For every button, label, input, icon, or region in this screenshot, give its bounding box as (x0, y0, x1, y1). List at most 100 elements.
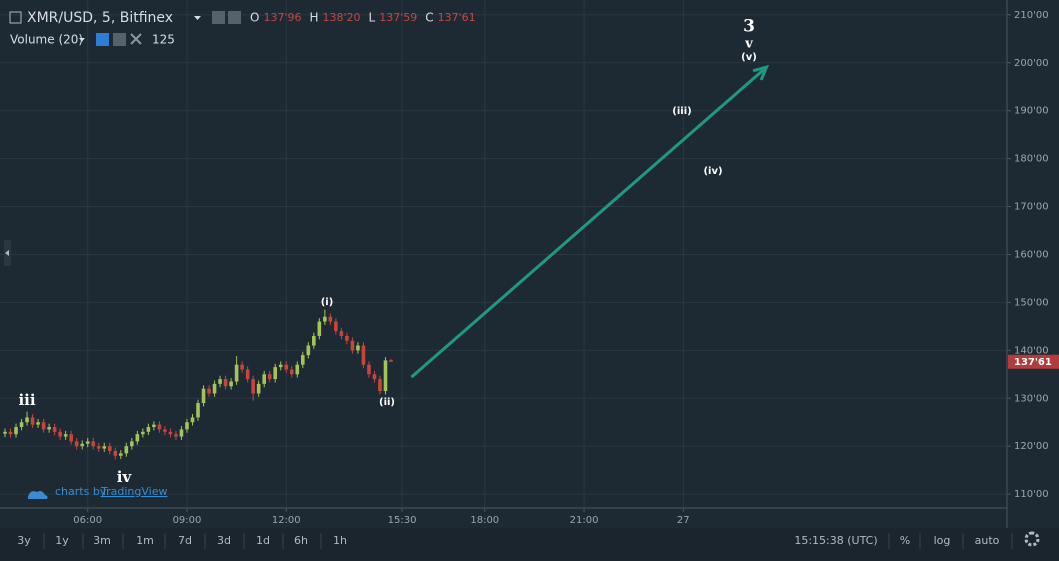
tv-logo (28, 491, 48, 499)
wave-label: iii (18, 391, 35, 409)
y-tick-label: 110'00 (1014, 489, 1049, 500)
candle-body (41, 422, 46, 430)
range-button[interactable]: 3y (17, 534, 31, 547)
range-button[interactable]: 3d (217, 534, 231, 547)
symbol-caret[interactable] (194, 16, 201, 20)
option-button[interactable]: % (900, 534, 910, 547)
settings-gear[interactable] (1024, 531, 1040, 547)
wave-label: (ii) (379, 397, 395, 408)
arrow-head (752, 64, 770, 81)
close-icon[interactable] (130, 33, 142, 45)
candle-body (312, 335, 316, 346)
candle-body (141, 431, 145, 435)
x-tick-label: 12:00 (272, 515, 301, 526)
ohlc: O 137'96 H 138'20 L 137'59 C 137'61 (250, 11, 476, 25)
settings-icon[interactable] (212, 11, 225, 24)
watermark-brand[interactable]: TradingView (100, 485, 167, 498)
candle-body (278, 364, 283, 368)
candle-body (317, 321, 322, 336)
candle-body (91, 441, 96, 447)
candle-body (36, 422, 40, 425)
candle-body (130, 441, 134, 447)
x-tick-label: 15:30 (388, 515, 417, 526)
y-tick-label: 140'00 (1014, 345, 1049, 356)
range-button[interactable]: 1y (55, 534, 69, 547)
range-button[interactable]: 3m (93, 534, 111, 547)
y-tick-label: 170'00 (1014, 202, 1049, 213)
marks: 137'61 iii iv (i) (ii) (iii) (iv) 3v(v) (3, 17, 1059, 486)
range-button[interactable]: 1m (136, 534, 154, 547)
range-button[interactable]: 1h (333, 534, 347, 547)
x-tick-label: 27 (677, 515, 690, 526)
candle-body (267, 374, 272, 380)
candle-body (14, 427, 18, 435)
candle-body (58, 431, 62, 437)
candle-body (119, 453, 123, 456)
range-button[interactable]: 1d (256, 534, 270, 547)
side-toggle-arrow[interactable] (5, 250, 9, 256)
wave-label: (iii) (672, 106, 691, 117)
candle-body (47, 427, 51, 430)
candle-body (240, 364, 244, 370)
candle-body (52, 427, 57, 432)
candle-body (273, 367, 278, 380)
candle-body (146, 427, 151, 432)
collapse-icon[interactable] (9, 11, 22, 24)
ohlc-value: 137'61 (438, 11, 476, 24)
settings-icon[interactable] (113, 33, 126, 46)
x-tick-label: 21:00 (570, 515, 599, 526)
indicator-caret[interactable] (79, 38, 85, 42)
candle-body (295, 364, 300, 375)
wave-label: (iv) (703, 166, 722, 177)
candle-body (157, 424, 162, 430)
settings-icon[interactable] (228, 11, 241, 24)
candle-body (300, 355, 305, 365)
eye-icon[interactable] (96, 33, 109, 46)
candle-body (196, 403, 200, 418)
candle-body (107, 446, 112, 451)
indicator-name[interactable]: Volume (20) (10, 33, 83, 47)
candle-body (63, 434, 68, 437)
candle-body (345, 335, 349, 341)
wave-label: 3 (743, 17, 755, 37)
candle-body (135, 434, 140, 442)
clock: 15:15:38 (UTC) (794, 534, 877, 547)
range-button[interactable]: 6h (294, 534, 308, 547)
candle-body (80, 443, 85, 447)
candle-body (262, 374, 266, 384)
candle-body (251, 379, 255, 394)
last-price-label: 137'61 (1014, 357, 1052, 368)
ohlc-value: 138'20 (323, 11, 361, 24)
option-button[interactable]: log (934, 534, 951, 547)
toolbar: 3y 1y 3m 1m 7d 3d 1d 6h 1h 15:15:38 (UTC)% log auto (17, 533, 1013, 549)
indicator-value: 125 (152, 33, 175, 47)
toolbar-bg (0, 528, 1059, 561)
candle-body (113, 450, 118, 456)
candle-body (350, 340, 355, 351)
candle-body (25, 417, 29, 423)
candle-body (179, 429, 184, 437)
ohlc-key: H (309, 11, 318, 25)
range-button[interactable]: 7d (178, 534, 192, 547)
y-tick-label: 160'00 (1014, 249, 1049, 260)
ohlc-value: 137'96 (263, 11, 301, 24)
candle-body (289, 369, 294, 375)
candle-body (256, 383, 261, 394)
option-button[interactable]: auto (975, 534, 1000, 547)
candle-body (245, 369, 250, 380)
candle-body (223, 379, 228, 387)
y-tick-label: 210'00 (1014, 10, 1049, 21)
watermark-prefix: charts by (55, 485, 107, 498)
candle-body (19, 422, 24, 428)
candle-body (74, 441, 79, 447)
symbol[interactable]: XMR/USD, 5, Bitfinex (27, 10, 173, 26)
x-tick-label: 18:00 (470, 515, 499, 526)
candle-body (85, 441, 90, 444)
x-tick-label: 06:00 (73, 515, 102, 526)
y-tick-label: 200'00 (1014, 58, 1049, 69)
candle-body (212, 383, 217, 394)
candle-body (8, 431, 13, 435)
candle-body (152, 424, 156, 428)
